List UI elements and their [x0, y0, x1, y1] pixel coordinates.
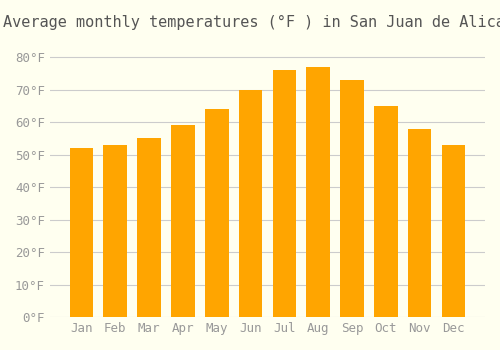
- Bar: [306, 67, 330, 317]
- Title: Average monthly temperatures (°F ) in San Juan de Alicante: Average monthly temperatures (°F ) in Sa…: [3, 15, 500, 30]
- Bar: [205, 109, 229, 317]
- Bar: [408, 129, 432, 317]
- Bar: [138, 138, 161, 317]
- Bar: [70, 148, 94, 317]
- Bar: [374, 106, 398, 317]
- Bar: [104, 145, 127, 317]
- Bar: [272, 70, 296, 317]
- Bar: [171, 125, 194, 317]
- Bar: [238, 90, 262, 317]
- Bar: [442, 145, 465, 317]
- Bar: [340, 80, 364, 317]
